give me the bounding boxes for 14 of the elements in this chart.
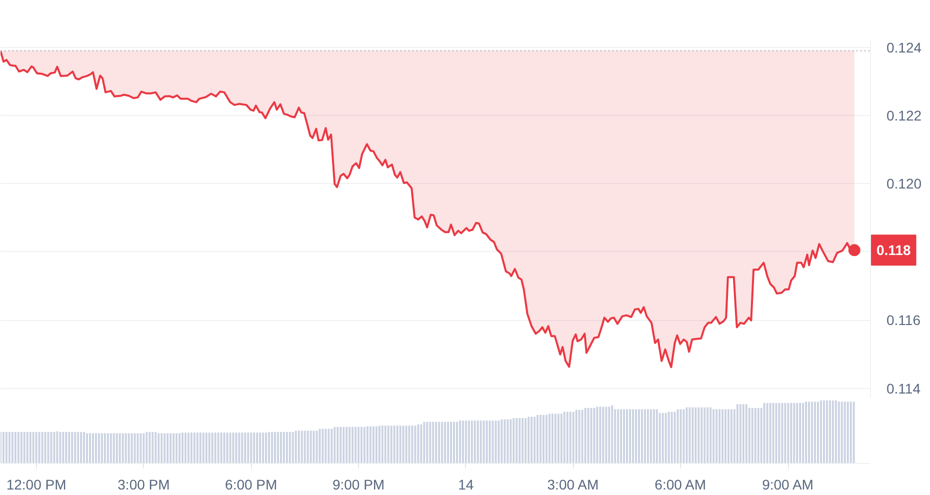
- annotation: 0.118: [876, 242, 911, 258]
- x-tick-label: 6:00 PM: [225, 476, 278, 492]
- x-tick-label: 9:00 AM: [762, 476, 814, 492]
- y-tick-label: 0.124: [886, 39, 922, 56]
- x-tick-label: 3:00 AM: [547, 476, 599, 492]
- x-tick-label: 14: [458, 476, 474, 492]
- x-tick-label: 6:00 AM: [654, 476, 706, 492]
- x-tick-label: 12:00 PM: [6, 476, 66, 492]
- y-tick-label: 0.114: [886, 380, 921, 396]
- x-tick-label: 9:00 PM: [332, 476, 385, 492]
- x-tick-label: 3:00 PM: [118, 476, 170, 492]
- y-tick-label: 0.120: [886, 176, 922, 192]
- y-tick-label: 0.122: [886, 108, 922, 124]
- y-tick-label: 0.116: [886, 312, 921, 328]
